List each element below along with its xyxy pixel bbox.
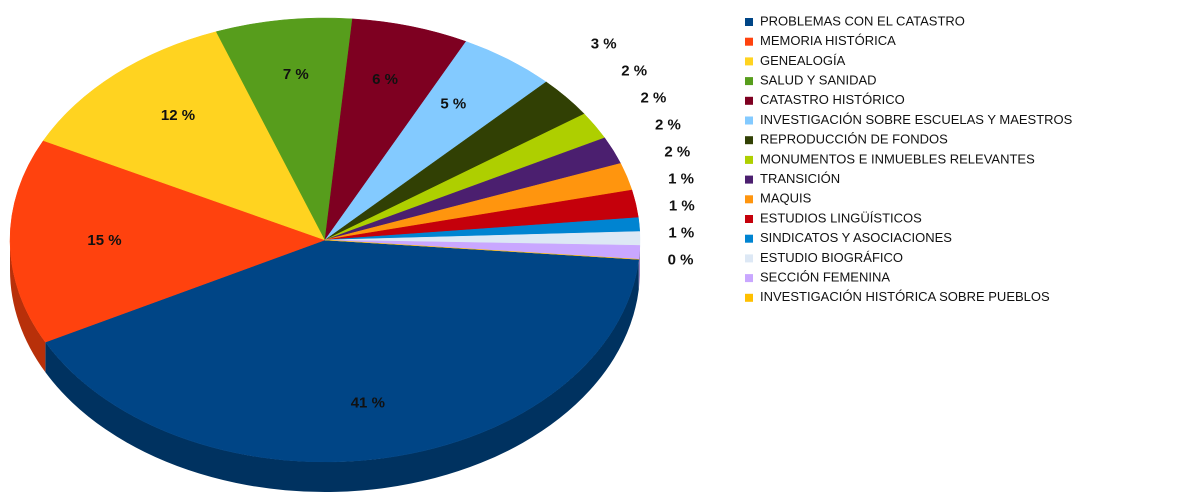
- legend-label: SALUD Y SANIDAD: [760, 73, 877, 88]
- legend-swatch: [745, 215, 753, 223]
- slice: [324, 239, 639, 260]
- legend-swatch: [745, 37, 753, 46]
- slice-side: [45, 259, 639, 492]
- legend-label: INVESTIGACIÓN SOBRE ESCUELAS Y MAESTROS: [760, 112, 1073, 127]
- legend-label: MEMORIA HISTÓRICA: [760, 33, 896, 48]
- legend-swatch: [745, 136, 753, 145]
- slice: [215, 17, 353, 241]
- slice: [9, 140, 326, 343]
- legend-swatch: [745, 274, 753, 283]
- legend-label: TRANSICIÓN: [760, 171, 840, 186]
- legend-label: ESTUDIO BIOGRÁFICO: [760, 250, 903, 265]
- data-label: 1 %: [668, 224, 694, 241]
- legend-swatch: [745, 175, 753, 184]
- data-label: 2 %: [655, 116, 681, 133]
- slice-side: [10, 240, 46, 373]
- legend-label: INVESTIGACIÓN HISTÓRICA SOBRE PUEBLOS: [760, 289, 1050, 304]
- legend-label: SINDICATOS Y ASOCIACIONES: [760, 230, 952, 245]
- data-label: 5 %: [440, 96, 466, 113]
- data-label: 2 %: [641, 89, 667, 106]
- legend-label: PROBLEMAS CON EL CATASTRO: [760, 13, 965, 28]
- data-label: 7 %: [283, 66, 309, 83]
- data-label: 2 %: [621, 62, 647, 79]
- data-label: 6 %: [372, 71, 398, 88]
- data-label: 12 %: [161, 107, 195, 124]
- legend-swatch: [745, 116, 753, 125]
- data-label: 2 %: [664, 143, 690, 160]
- legend-swatch: [745, 57, 753, 66]
- legend-label: SECCIÓN FEMENINA: [760, 270, 890, 285]
- legend-swatch: [745, 96, 753, 105]
- data-label: 0 %: [668, 251, 694, 268]
- slice: [324, 18, 467, 241]
- data-label: 3 %: [591, 35, 617, 52]
- data-label: 1 %: [668, 170, 694, 187]
- legend-swatch: [745, 155, 753, 164]
- slice: [42, 31, 326, 241]
- legend-swatch: [745, 18, 753, 26]
- legend-swatch: [745, 195, 753, 204]
- legend-label: MAQUIS: [760, 191, 812, 206]
- slice: [44, 239, 640, 463]
- legend-swatch: [745, 234, 753, 243]
- slice-side: [638, 245, 640, 290]
- legend-label: MONUMENTOS E INMUEBLES RELEVANTES: [760, 151, 1035, 166]
- legend-label: GENEALOGÍA: [760, 53, 846, 68]
- data-label: 15 %: [87, 232, 121, 249]
- legend-label: CATASTRO HISTÓRICO: [760, 92, 905, 107]
- legend-label: REPRODUCCIÓN DE FONDOS: [760, 132, 948, 147]
- data-label: 41 %: [351, 394, 385, 411]
- legend-swatch: [745, 293, 753, 302]
- legend-swatch: [745, 77, 753, 86]
- legend-label: ESTUDIOS LINGÜÍSTICOS: [760, 210, 922, 225]
- legend-swatch: [745, 254, 753, 263]
- data-label: 1 %: [669, 197, 695, 214]
